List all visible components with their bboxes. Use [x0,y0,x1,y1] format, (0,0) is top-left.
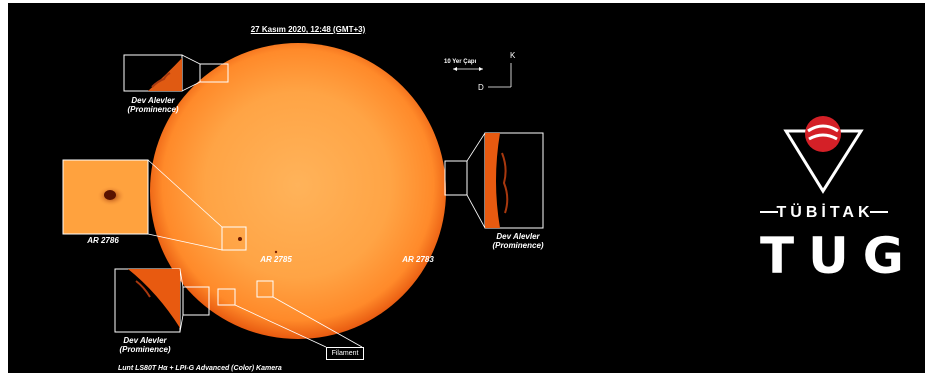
compass-east-label: D [478,83,484,92]
scale-label: 10 Yer Çapı [444,59,477,65]
ar2786-inset-spot [104,190,116,200]
logo-white-arc-1 [807,124,839,133]
sun-scene [62,43,888,348]
observation-datetime: 27 Kasım 2020, 12:48 (GMT+3) [250,25,366,34]
prominence-right-limb [485,133,500,228]
solar-image-panel: 27 Kasım 2020, 12:48 (GMT+3) 10 Yer Çapı… [8,3,925,373]
scale-bar-right-head [479,67,483,71]
prominence-top-flame [151,72,171,88]
ar2786-marker [221,226,247,251]
filament-connector-1 [234,304,327,348]
label-filament: Filament [326,347,364,360]
connector-top-2 [181,81,201,92]
label-prominence-right-line2: (Prominence) [492,241,544,250]
label-prominence-bottom-line2: (Prominence) [119,345,171,354]
label-prominence-bottom: Dev Alevler (Prominence) [105,336,185,354]
label-prominence-top: Dev Alevler (Prominence) [113,96,193,114]
prominence-marker-bottom [182,286,210,316]
label-prominence-top-line1: Dev Alevler [131,96,175,105]
prominence-top-limb [148,58,182,91]
compass-north-label: K [510,51,516,60]
prominence-bottom-limb [128,269,180,328]
label-ar2786: AR 2786 [87,236,119,245]
label-prominence-right: Dev Alevler (Prominence) [478,232,558,250]
label-prominence-bottom-line1: Dev Alevler [123,336,167,345]
label-prominence-right-line1: Dev Alevler [496,232,540,241]
prominence-right-flame [501,152,509,214]
sunspot-ar2785 [274,250,278,254]
filament-marker-2 [256,280,274,298]
label-ar2785: AR 2785 [260,255,292,264]
tubitak-logo-emblem [760,116,888,213]
connector-ar-2 [147,233,223,251]
sun-disc [150,43,446,339]
sunspot-ar2786 [238,237,242,241]
prominence-bottom-flame [135,280,151,298]
equipment-caption: Lunt LS80T Hα + LPI-G Advanced (Color) K… [118,365,282,372]
scale-bar-left-head [453,67,457,71]
filament-connector-2 [272,296,363,348]
label-prominence-top-line2: (Prominence) [127,105,179,114]
connector-right-1 [466,132,486,162]
prominence-marker-right [444,160,468,196]
connector-top-1 [181,54,201,65]
tubitak-wordmark: TÜBİTAK [776,204,874,221]
connector-ar-1 [147,159,223,228]
prominence-marker-top [199,63,229,83]
connector-right-2 [466,194,486,229]
connector-bottom-1 [179,268,184,288]
tug-wordmark: TUG [760,227,918,285]
label-ar2783: AR 2783 [402,255,434,264]
logo-white-arc-2 [808,133,838,141]
filament-marker-1 [217,288,236,306]
connector-bottom-2 [179,314,184,333]
